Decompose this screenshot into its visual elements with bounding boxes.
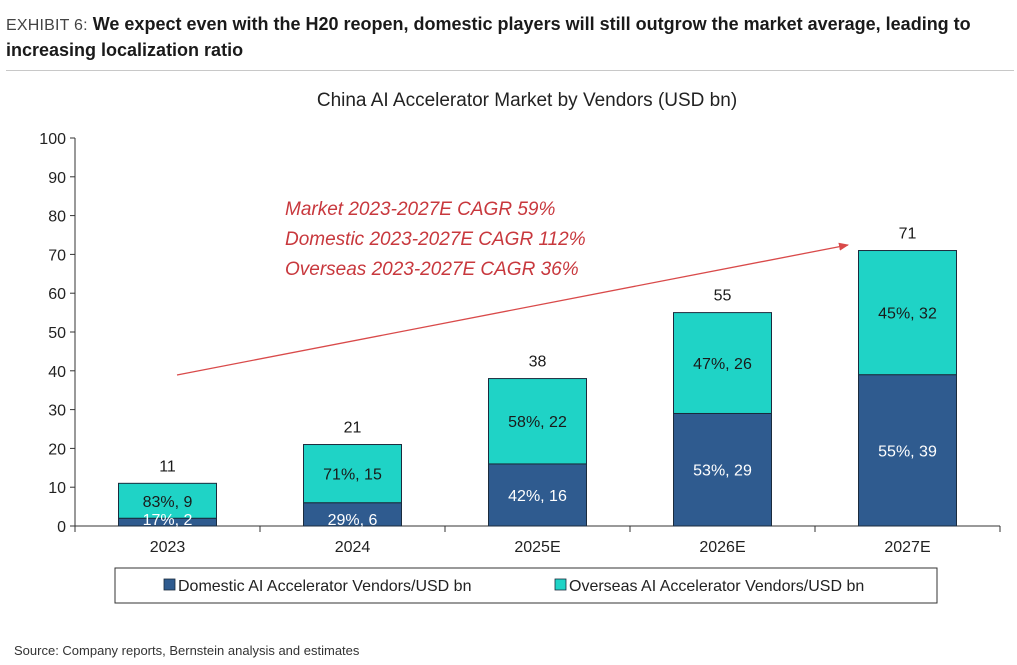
exhibit-title: We expect even with the H20 reopen, dome… [6, 14, 971, 60]
total-label: 38 [529, 354, 547, 371]
x-tick-label: 2026E [699, 539, 745, 556]
legend-label-domestic: Domestic AI Accelerator Vendors/USD bn [178, 578, 471, 595]
y-tick-label: 30 [48, 403, 66, 420]
bar-domestic [673, 412, 772, 527]
data-label-overseas: 71%, 15 [323, 467, 382, 484]
chart-title: China AI Accelerator Market by Vendors (… [317, 90, 737, 111]
y-tick-label: 10 [48, 480, 66, 497]
bar-overseas [488, 378, 587, 465]
cagr-annotation: Domestic 2023-2027E CAGR 112% [285, 229, 586, 250]
trend-arrow [176, 242, 849, 376]
source-note: Source: Company reports, Bernstein analy… [14, 643, 360, 658]
data-label-domestic: 42%, 16 [508, 488, 567, 505]
bar-domestic [488, 463, 587, 527]
x-tick-label: 2025E [514, 539, 560, 556]
legend-swatch-overseas [554, 578, 567, 591]
data-label-overseas: 47%, 26 [693, 356, 752, 373]
legend-label-overseas: Overseas AI Accelerator Vendors/USD bn [569, 578, 864, 595]
bar-overseas [858, 250, 957, 376]
total-label: 55 [714, 288, 732, 305]
data-label-overseas: 83%, 9 [143, 494, 193, 511]
y-tick-label: 80 [48, 209, 66, 226]
y-tick-label: 70 [48, 247, 66, 264]
data-label-overseas: 45%, 32 [878, 306, 937, 323]
bar-overseas [303, 444, 402, 504]
exhibit-label: EXHIBIT 6: [6, 17, 88, 34]
y-tick-label: 20 [48, 441, 66, 458]
x-tick-label: 2027E [884, 539, 930, 556]
x-tick-label: 2023 [150, 539, 186, 556]
y-tick-label: 50 [48, 325, 66, 342]
legend-swatch-domestic [163, 578, 176, 591]
bar-overseas [118, 482, 217, 519]
y-tick-label: 90 [48, 170, 66, 187]
data-label-domestic: 55%, 39 [878, 443, 937, 460]
total-label: 21 [344, 420, 362, 437]
legend-box [114, 567, 938, 604]
bar-overseas [673, 312, 772, 414]
data-label-domestic: 17%, 2 [143, 512, 193, 529]
x-tick-label: 2024 [335, 539, 371, 556]
total-label: 71 [899, 226, 917, 243]
bar-domestic [858, 374, 957, 527]
data-label-domestic: 29%, 6 [328, 512, 378, 529]
y-tick-label: 0 [57, 519, 66, 536]
data-label-domestic: 53%, 29 [693, 463, 752, 480]
cagr-annotation: Market 2023-2027E CAGR 59% [285, 199, 555, 220]
y-tick-label: 100 [39, 131, 66, 148]
y-tick-label: 40 [48, 364, 66, 381]
data-label-overseas: 58%, 22 [508, 414, 567, 431]
exhibit-header: EXHIBIT 6: We expect even with the H20 r… [6, 12, 1014, 63]
header-divider [6, 70, 1014, 71]
cagr-annotation: Overseas 2023-2027E CAGR 36% [285, 259, 579, 280]
y-tick-label: 60 [48, 286, 66, 303]
total-label: 11 [159, 458, 176, 475]
